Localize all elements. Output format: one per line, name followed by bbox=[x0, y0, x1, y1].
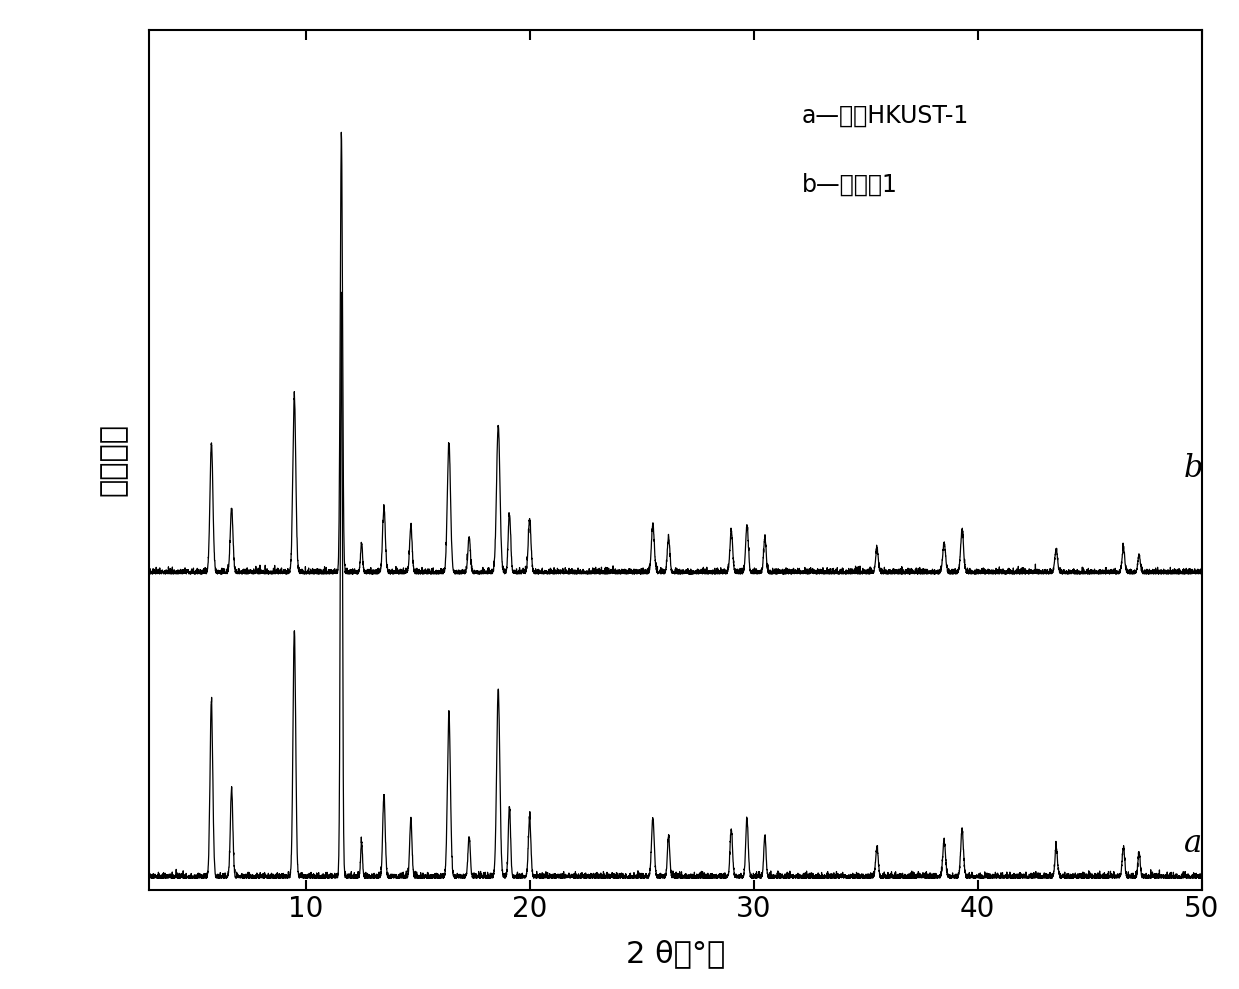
Y-axis label: 相对强度: 相对强度 bbox=[99, 423, 128, 496]
X-axis label: 2 θ（°）: 2 θ（°） bbox=[626, 940, 725, 968]
Text: a: a bbox=[1184, 828, 1202, 858]
Text: b—实施例1: b—实施例1 bbox=[802, 172, 897, 197]
Text: a—传统HKUST-1: a—传统HKUST-1 bbox=[802, 104, 969, 128]
Text: b: b bbox=[1184, 453, 1203, 485]
